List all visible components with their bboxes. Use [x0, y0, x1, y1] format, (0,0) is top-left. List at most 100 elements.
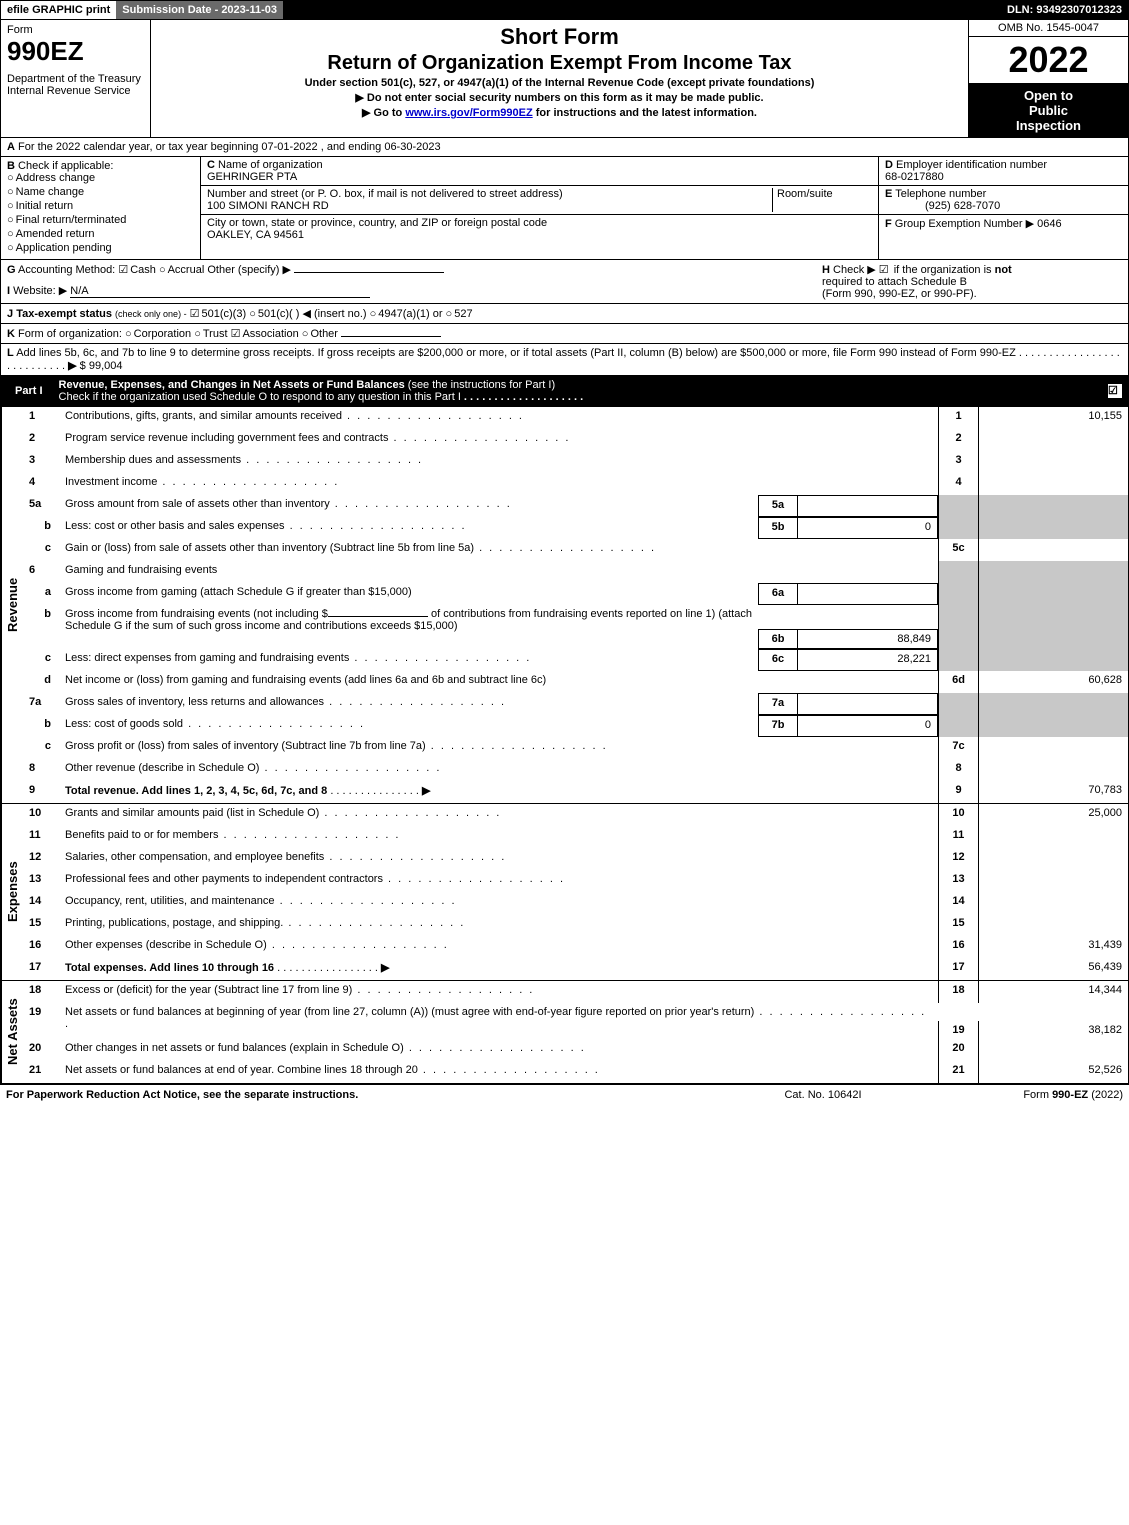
expenses-section: Expenses 10Grants and similar amounts pa…: [0, 804, 1129, 981]
public: Public: [973, 103, 1124, 118]
acct-method: Accounting Method:: [18, 264, 115, 276]
part-1-title: Revenue, Expenses, and Changes in Net As…: [59, 379, 1108, 403]
form-label: Form: [7, 24, 144, 36]
line-5c-val: [978, 539, 1128, 561]
line-21-val: 52,526: [978, 1061, 1128, 1083]
line-19-val: 38,182: [978, 1021, 1128, 1039]
other-input[interactable]: [294, 272, 444, 273]
chk-initial-return[interactable]: Initial return: [7, 200, 194, 212]
open-to: Open to: [973, 88, 1124, 103]
h-text4: (Form 990, 990-EZ, or 990-PF).: [822, 288, 977, 300]
subtext-3: ▶ Go to www.irs.gov/Form990EZ for instru…: [157, 106, 962, 119]
chk-trust[interactable]: Trust: [194, 328, 227, 340]
ein-label: Employer identification number: [896, 159, 1047, 171]
chk-501c[interactable]: 501(c)( ): [249, 308, 299, 320]
website-label: Website: ▶: [13, 285, 67, 297]
label-a: A: [7, 141, 15, 153]
efile-print[interactable]: efile GRAPHIC print: [1, 1, 116, 19]
label-l: L: [7, 347, 14, 359]
inspection: Inspection: [973, 118, 1124, 133]
line-19-desc: Net assets or fund balances at beginning…: [61, 1003, 938, 1039]
chk-final-return[interactable]: Final return/terminated: [7, 214, 194, 226]
chk-address-change[interactable]: Address change: [7, 172, 194, 184]
section-b: B Check if applicable: Address change Na…: [1, 157, 201, 259]
chk-accrual[interactable]: Accrual: [159, 264, 204, 276]
line-15-desc: Printing, publications, postage, and shi…: [61, 914, 938, 936]
line-6c-mid: 28,221: [798, 649, 938, 671]
line-20-desc: Other changes in net assets or fund bala…: [61, 1039, 938, 1061]
row-k: K Form of organization: Corporation Trus…: [0, 324, 1129, 344]
line-9-desc: Total revenue. Add lines 1, 2, 3, 4, 5c,…: [61, 781, 938, 803]
chk-name-change[interactable]: Name change: [7, 186, 194, 198]
line-3-desc: Membership dues and assessments: [61, 451, 938, 473]
chk-schedule-o[interactable]: [1108, 384, 1122, 398]
l-text: Add lines 5b, 6c, and 7b to line 9 to de…: [16, 347, 1016, 359]
chk-corporation[interactable]: Corporation: [125, 328, 191, 340]
line-10-val: 25,000: [978, 804, 1128, 826]
header-center: Short Form Return of Organization Exempt…: [151, 20, 968, 137]
netassets-section: Net Assets 18Excess or (deficit) for the…: [0, 981, 1129, 1084]
inspection-badge: Open to Public Inspection: [969, 84, 1128, 137]
footer-right: Form 990-EZ (2022): [923, 1089, 1123, 1101]
line-17-val: 56,439: [978, 958, 1128, 980]
h-text1: Check ▶: [833, 264, 876, 276]
chk-4947[interactable]: 4947(a)(1) or: [370, 308, 443, 320]
dept-treasury: Department of the Treasury: [7, 73, 144, 85]
line-6b-pre: Gross income from fundraising events (no…: [65, 608, 328, 620]
row-l: L Add lines 5b, 6c, and 7b to line 9 to …: [0, 344, 1129, 376]
line-6a-mid: [798, 583, 938, 605]
part-1-label: Part I: [7, 384, 51, 398]
footer-mid: Cat. No. 10642I: [723, 1089, 923, 1101]
chk-association[interactable]: Association: [231, 328, 299, 340]
chk-amended-return[interactable]: Amended return: [7, 228, 194, 240]
line-7a-desc: Gross sales of inventory, less returns a…: [61, 693, 758, 715]
label-i: I: [7, 285, 10, 297]
h-not: not: [995, 264, 1012, 276]
website-input[interactable]: N/A: [70, 285, 370, 298]
chk-cash[interactable]: Cash: [118, 264, 156, 276]
line-6c-desc: Less: direct expenses from gaming and fu…: [61, 649, 758, 671]
chk-527[interactable]: 527: [446, 308, 473, 320]
line-7b-desc: Less: cost of goods sold: [61, 715, 758, 737]
line-8-val: [978, 759, 1128, 781]
org-name: GEHRINGER PTA: [207, 171, 297, 183]
line-9-val: 70,783: [978, 781, 1128, 803]
line-4-val: [978, 473, 1128, 495]
ge-label: Group Exemption Number: [895, 218, 1023, 230]
line-18-val: 14,344: [978, 981, 1128, 1003]
chk-h[interactable]: [879, 264, 891, 276]
line-6b-input[interactable]: [328, 616, 428, 617]
section-a-text: For the 2022 calendar year, or tax year …: [18, 141, 441, 153]
city: OAKLEY, CA 94561: [207, 229, 304, 241]
line-1-val: 10,155: [978, 407, 1128, 429]
line-6d-desc: Net income or (loss) from gaming and fun…: [61, 671, 938, 693]
line-1-desc: Contributions, gifts, grants, and simila…: [61, 407, 938, 429]
line-7a-mid: [798, 693, 938, 715]
subtext-2: ▶ Do not enter social security numbers o…: [157, 91, 962, 104]
line-7c-desc: Gross profit or (loss) from sales of inv…: [61, 737, 938, 759]
sub3-pre: ▶ Go to: [362, 107, 405, 119]
chk-application-pending[interactable]: Application pending: [7, 242, 194, 254]
row-j: J Tax-exempt status (check only one) - 5…: [0, 304, 1129, 324]
form-number: 990EZ: [7, 36, 144, 67]
line-5c-desc: Gain or (loss) from sale of assets other…: [61, 539, 938, 561]
tax-year: 2022: [969, 37, 1128, 84]
ge-arrow: ▶: [1026, 218, 1034, 230]
other-specify: Other (specify) ▶: [207, 264, 291, 276]
irs-link[interactable]: www.irs.gov/Form990EZ: [405, 107, 532, 119]
label-j: J: [7, 308, 13, 320]
chk-501c3[interactable]: 501(c)(3): [190, 308, 247, 320]
l-arrow: ▶: [68, 360, 76, 372]
line-7c-val: [978, 737, 1128, 759]
room-suite: Room/suite: [772, 188, 872, 212]
name-label: Name of organization: [218, 159, 323, 171]
line-6-desc: Gaming and fundraising events: [61, 561, 938, 583]
chk-other[interactable]: Other: [302, 328, 338, 340]
page-footer: For Paperwork Reduction Act Notice, see …: [0, 1084, 1129, 1105]
section-de: D Employer identification number 68-0217…: [878, 157, 1128, 259]
h-text3: required to attach Schedule B: [822, 276, 967, 288]
line-12-val: [978, 848, 1128, 870]
line-14-val: [978, 892, 1128, 914]
other-org-input[interactable]: [341, 336, 441, 337]
header-right: OMB No. 1545-0047 2022 Open to Public In…: [968, 20, 1128, 137]
